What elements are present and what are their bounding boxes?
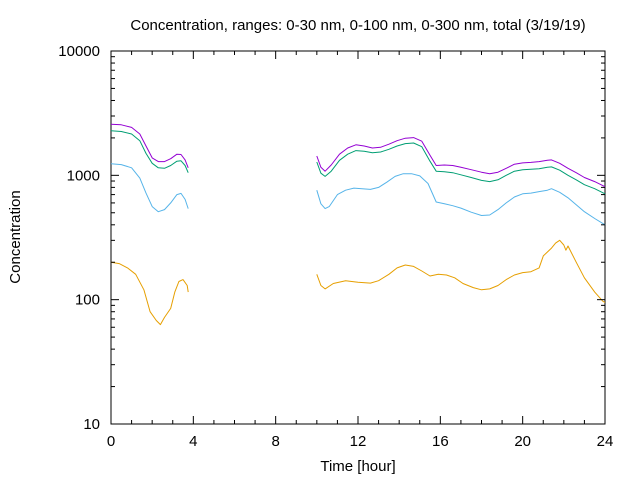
y-axis-label: Concentration [7, 190, 24, 283]
tick-layer: 0 4 8 12 16 20 24 10 100 1000 10000 [58, 43, 613, 450]
series-1-line-segment-2 [316, 239, 606, 303]
series-1-line-segment-1 [110, 261, 189, 326]
plot-area [110, 50, 606, 425]
chart-title: Concentration, ranges: 0-30 nm, 0-100 nm… [130, 17, 585, 34]
x-tick-label: 12 [350, 433, 367, 450]
y-tick-label: 10 [83, 416, 100, 433]
series-2-line-segment-2 [316, 173, 606, 226]
series-4-line-segment-2 [316, 137, 606, 188]
series-layer [110, 123, 606, 326]
series-3-line-segment-1 [110, 130, 189, 173]
y-tick-label: 1000 [67, 167, 100, 184]
series-2-line-segment-1 [110, 163, 189, 213]
x-tick-label: 16 [432, 433, 449, 450]
y-tick-label: 10000 [58, 43, 100, 60]
x-tick-label: 24 [597, 433, 614, 450]
y-tick-label: 100 [75, 292, 100, 309]
x-tick-label: 8 [271, 433, 279, 450]
series-3-line-segment-2 [316, 142, 606, 195]
x-tick-label: 0 [107, 433, 115, 450]
plot-frame [110, 50, 606, 425]
x-tick-label: 4 [189, 433, 197, 450]
x-tick-label: 20 [514, 433, 531, 450]
series-4-line-segment-1 [110, 123, 189, 168]
x-axis-label: Time [hour] [320, 458, 395, 475]
